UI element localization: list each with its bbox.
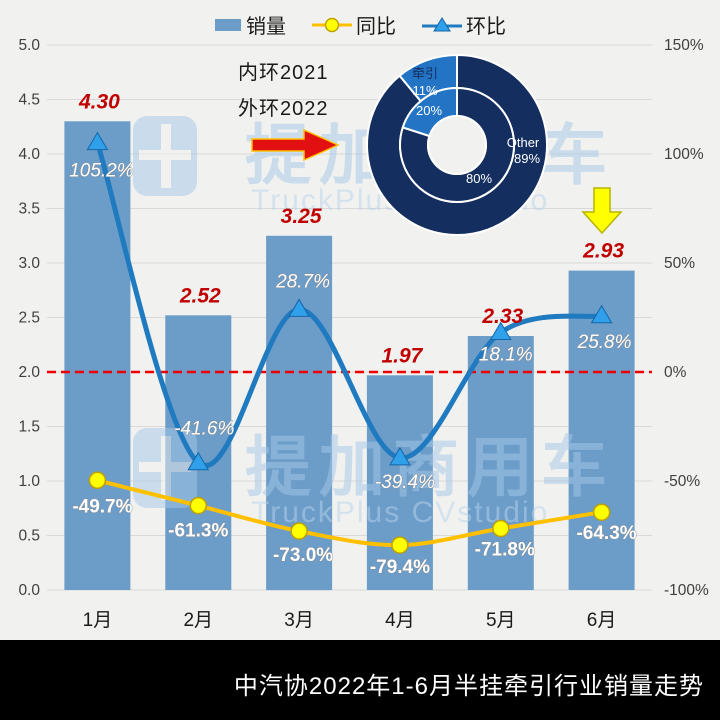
yoy-value-label: -49.7% [72,496,132,517]
right-axis-tick: 150% [664,37,704,54]
yoy-marker-icon [290,522,308,540]
mom-value-label: 105.2% [69,161,134,182]
donut-label-other: Other [507,135,540,150]
left-axis-ticks: 5.0 4.5 4.0 3.5 3.0 2.5 2.0 1.5 1.0 0.5 0.0 [18,37,40,599]
right-axis-ticks: 150% 100% 50% 0% -50% -100% [664,37,709,599]
donut-label-outer-traction-pct: 11% [412,83,437,98]
yoy-marker-icon [88,471,107,490]
bar-value-label: 2.93 [582,240,624,263]
bar-value-label: 1.97 [381,344,423,367]
legend-label-sales: 销量 [246,16,286,38]
bar-swatch-icon [215,18,241,31]
donut-label-outer-other-pct: 89% [514,151,540,166]
yoy-value-label: -61.3% [168,521,228,542]
left-axis-tick: 5.0 [18,37,40,54]
x-axis-labels: 1月 2月 3月 4月 5月 6月 [83,610,617,631]
right-axis-tick: 50% [664,255,695,272]
yoy-line [95,478,604,548]
x-axis-label: 2月 [183,610,213,631]
donut-label-inner-traction-pct: 20% [416,103,442,118]
yoy-marker-icon [492,519,510,538]
footer-bar: 中汽协2022年1-6月半挂牵引行业销量走势 [0,640,720,720]
yoy-value-label: -64.3% [576,523,636,544]
legend-label-mom: 环比 [466,16,506,38]
donut-hole [427,115,487,175]
donut-label-traction: 牵引 [412,66,438,81]
bar-5月 [467,336,534,590]
left-axis-tick: 4.5 [18,92,40,109]
left-axis-tick: 2.0 [18,364,40,381]
legend-item-mom: 环比 [422,10,506,39]
donut-outer-year-note: 外环2022 [238,98,329,120]
x-axis-label: 4月 [385,610,415,631]
right-axis-tick: -100% [664,582,709,599]
bar-value-label: 2.33 [481,305,523,328]
chart-legend: 销量 同比 环比 [214,10,506,39]
left-axis-tick: 3.5 [18,201,40,218]
mom-marker-icon [389,446,411,466]
x-axis-label: 5月 [486,610,516,631]
left-axis-tick: 1.0 [18,473,40,490]
legend-label-yoy: 同比 [356,16,396,38]
left-axis-tick: 0.5 [18,528,40,545]
red-arrow-icon [251,128,340,162]
mom-marker-icon [86,131,109,151]
left-axis-tick: 2.5 [18,310,40,327]
combo-chart: 5.0 4.5 4.0 3.5 3.0 2.5 2.0 1.5 1.0 0.5 0.0 150% 100… [18,37,709,631]
yoy-marker-icon [189,496,208,515]
bar-4月 [366,375,433,590]
left-axis-tick: 0.0 [18,582,40,599]
yoy-value-label: -71.8% [475,540,535,561]
bar-value-label: 4.30 [78,90,120,113]
mom-value-label: -41.6% [174,419,234,440]
mom-value-label: 18.1% [479,345,533,366]
donut-inner-year-note: 内环2021 [238,62,329,84]
right-axis-tick: 100% [664,146,704,163]
sales-bars [64,121,635,591]
donut-label-inner-other-pct: 80% [466,171,492,186]
yoy-value-label: -79.4% [370,557,430,578]
mom-marker-icon [187,451,210,471]
mom-value-label: 25.8% [577,332,632,353]
line-triangle-swatch-icon [422,16,462,31]
x-axis-label: 3月 [284,610,314,631]
bar-value-label: 3.25 [281,205,322,228]
chart-title: 中汽协2022年1-6月半挂牵引行业销量走势 [233,672,704,700]
line-markers [86,131,613,554]
mom-marker-icon [489,321,512,341]
mom-value-label: -39.4% [375,472,435,493]
left-axis-tick: 1.5 [18,419,40,436]
bar-value-label: 2.52 [179,284,221,307]
right-axis-tick: -50% [664,473,700,490]
left-axis-tick: 4.0 [18,146,40,163]
bar-1月 [64,121,131,591]
legend-item-yoy: 同比 [312,10,396,39]
right-axis-tick: 0% [664,364,687,381]
data-labels: 4.30 2.52 3.25 1.97 2.33 2.93 105.2% -41.6% 28.7… [69,90,637,578]
line-circle-swatch-icon [312,17,352,32]
x-axis-label: 1月 [83,610,113,631]
x-axis-label: 6月 [587,610,617,631]
mom-marker-icon [288,298,310,317]
yoy-marker-icon [592,503,611,521]
legend-item-sales: 销量 [214,10,286,39]
left-axis-tick: 3.0 [18,255,40,272]
yellow-down-arrow-icon [581,187,623,235]
yoy-marker-icon [391,536,409,554]
mom-value-label: 28.7% [275,271,330,292]
bar-6月 [568,270,635,590]
yoy-value-label: -73.0% [273,545,333,566]
mom-marker-icon [590,304,613,324]
donut-chart [366,54,549,236]
